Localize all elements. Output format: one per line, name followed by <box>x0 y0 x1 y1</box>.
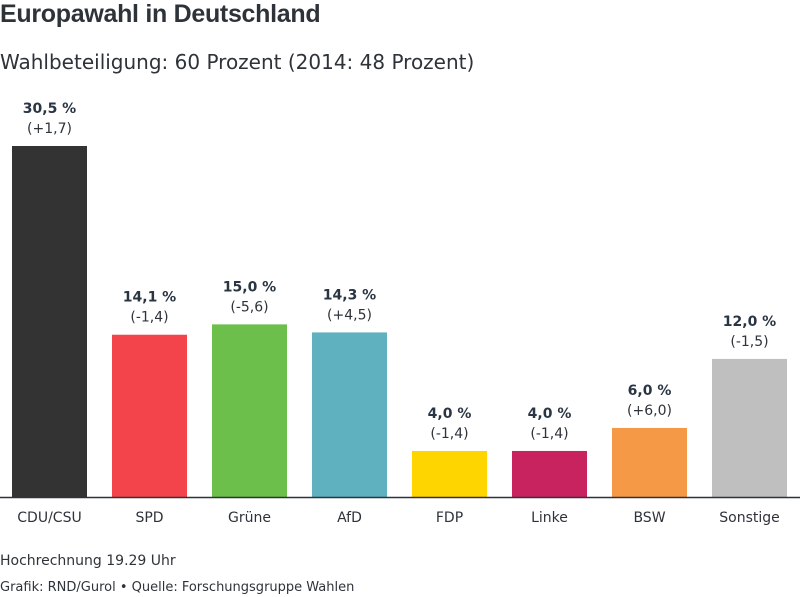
value-label-linke: 4,0 % <box>528 406 572 422</box>
bar-bsw <box>612 427 687 497</box>
value-label-afd: 14,3 % <box>323 287 376 303</box>
bar-sonstige <box>712 358 787 497</box>
category-labels-group: CDU/CSU SPD Grüne AfD FDP Linke BSW Sonstige <box>17 510 779 526</box>
bars-group <box>12 146 787 497</box>
bar-afd <box>312 332 387 497</box>
bar-fdp <box>412 450 487 497</box>
value-label-cdu-csu: 30,5 % <box>23 101 76 117</box>
value-label-grüne: 15,0 % <box>223 279 276 295</box>
category-label-sonstige: Sonstige <box>719 510 780 526</box>
category-label-afd: AfD <box>337 510 362 526</box>
labels-group: 30,5 % (+1,7) 14,1 % (-1,4) 15,0 % (-5,6) 14,3… <box>23 101 776 442</box>
change-label-bsw: (+6,0) <box>627 403 672 419</box>
source-credit: Grafik: RND/Gurol • Quelle: Forschungsgr… <box>0 580 355 595</box>
bar-linke <box>512 450 587 497</box>
category-label-fdp: FDP <box>436 510 463 526</box>
category-label-bsw: BSW <box>633 510 665 526</box>
value-label-bsw: 6,0 % <box>628 383 672 399</box>
change-label-spd: (-1,4) <box>130 310 168 326</box>
category-label-grüne: Grüne <box>228 510 271 526</box>
category-label-linke: Linke <box>531 510 568 526</box>
value-label-spd: 14,1 % <box>123 290 176 306</box>
bar-cdu-csu <box>12 146 87 497</box>
change-label-linke: (-1,4) <box>530 426 568 442</box>
change-label-grüne: (-5,6) <box>230 299 268 315</box>
change-label-cdu-csu: (+1,7) <box>27 121 72 137</box>
bar-grüne <box>212 324 287 497</box>
change-label-fdp: (-1,4) <box>430 426 468 442</box>
change-label-afd: (+4,5) <box>327 307 372 323</box>
value-label-fdp: 4,0 % <box>428 406 472 422</box>
change-label-sonstige: (-1,5) <box>730 334 768 350</box>
category-label-cdu-csu: CDU/CSU <box>17 510 81 526</box>
chart-subtitle: Wahlbeteiligung: 60 Prozent (2014: 48 Pr… <box>0 50 475 74</box>
bar-spd <box>112 334 187 497</box>
projection-note: Hochrechnung 19.29 Uhr <box>0 553 176 569</box>
value-label-sonstige: 12,0 % <box>723 314 776 330</box>
category-label-spd: SPD <box>135 510 163 526</box>
chart-title: Europawahl in Deutschland <box>0 0 321 28</box>
